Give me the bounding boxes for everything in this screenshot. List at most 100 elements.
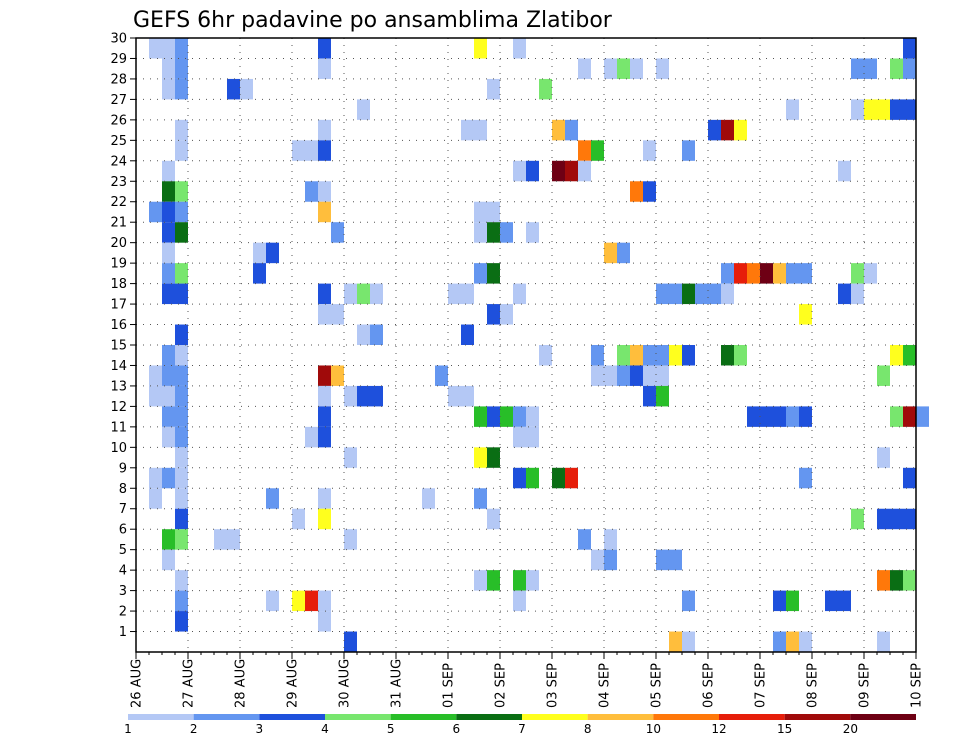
heatmap-cell <box>734 263 747 284</box>
heatmap-cell <box>591 345 604 366</box>
heatmap-cell <box>786 406 799 427</box>
heatmap-cell <box>552 467 565 489</box>
legend-label: 4 <box>321 722 329 736</box>
heatmap-cell <box>331 222 344 243</box>
heatmap-cell <box>799 304 812 325</box>
heatmap-cell <box>630 345 643 366</box>
x-tick-label: 03 SEP <box>546 663 561 708</box>
heatmap-cell <box>591 140 604 161</box>
heatmap-cell <box>318 283 331 305</box>
heatmap-cell <box>864 263 877 284</box>
heatmap-cell <box>175 38 188 59</box>
x-tick-label: 09 SEP <box>858 663 873 708</box>
y-tick-label: 15 <box>110 339 127 354</box>
legend-swatch <box>653 714 719 720</box>
heatmap-cells <box>149 38 929 652</box>
heatmap-cell <box>357 385 370 407</box>
heatmap-cell <box>344 385 357 407</box>
y-tick-label: 12 <box>110 400 127 415</box>
y-tick-label: 3 <box>119 584 127 599</box>
heatmap-cell <box>487 570 500 591</box>
heatmap-cell <box>565 160 578 182</box>
heatmap-cell <box>175 222 188 243</box>
heatmap-cell <box>175 488 188 509</box>
heatmap-cell <box>487 508 500 530</box>
x-tick-label: 29 AUG <box>286 659 301 708</box>
heatmap-cell <box>786 263 799 284</box>
heatmap-cell <box>825 590 838 612</box>
heatmap-cell <box>175 345 188 366</box>
heatmap-cell <box>526 570 539 591</box>
heatmap-cell <box>773 263 786 284</box>
legend-label: 10 <box>646 722 661 736</box>
heatmap-cell <box>474 38 487 59</box>
y-tick-label: 24 <box>110 154 127 169</box>
heatmap-cell <box>175 181 188 202</box>
heatmap-cell <box>799 631 812 652</box>
y-tick-label: 30 <box>110 32 127 47</box>
heatmap-cell <box>318 140 331 161</box>
heatmap-cell <box>734 119 747 141</box>
y-tick-label: 23 <box>110 175 127 190</box>
y-tick-label: 9 <box>119 461 127 476</box>
heatmap-cell <box>253 242 266 264</box>
heatmap-cell <box>266 488 279 509</box>
heatmap-cell <box>500 406 513 427</box>
y-tick-label: 10 <box>110 441 127 456</box>
heatmap-cell <box>318 385 331 407</box>
legend-swatch <box>587 714 654 720</box>
legend-label: 15 <box>777 722 792 736</box>
legend-label: 8 <box>584 722 592 736</box>
heatmap-cell <box>578 160 591 182</box>
heatmap-cell <box>149 201 162 223</box>
heatmap-cell <box>344 447 357 468</box>
heatmap-cell <box>318 38 331 59</box>
heatmap-cell <box>474 222 487 243</box>
heatmap-cell <box>604 365 617 386</box>
heatmap-cell <box>162 222 175 243</box>
heatmap-cell <box>890 508 903 530</box>
heatmap-cell <box>539 345 552 366</box>
heatmap-cell <box>526 406 539 427</box>
heatmap-cell <box>890 99 903 120</box>
heatmap-cell <box>370 385 383 407</box>
heatmap-cell <box>162 263 175 284</box>
heatmap-cell <box>175 385 188 407</box>
legend-swatch <box>522 714 588 720</box>
heatmap-cell <box>513 160 526 182</box>
heatmap-cell <box>292 140 305 161</box>
heatmap-cell <box>669 631 682 652</box>
heatmap-cell <box>318 590 331 612</box>
y-axis: 1234567891011121314151617181920212223242… <box>110 32 136 640</box>
y-tick-label: 20 <box>110 236 127 251</box>
heatmap-cell <box>656 549 669 571</box>
heatmap-cell <box>734 345 747 366</box>
heatmap-cell <box>565 119 578 141</box>
x-tick-label: 31 AUG <box>390 659 405 708</box>
heatmap-cell <box>617 365 630 386</box>
heatmap-cell <box>656 345 669 366</box>
heatmap-cell <box>838 283 851 305</box>
y-tick-label: 16 <box>110 318 127 333</box>
heatmap-cell <box>175 119 188 141</box>
heatmap-cell <box>721 283 734 305</box>
heatmap-cell <box>227 78 240 100</box>
heatmap-cell <box>630 58 643 79</box>
y-tick-label: 1 <box>119 625 127 640</box>
heatmap-cell <box>747 263 760 284</box>
heatmap-cell <box>175 58 188 79</box>
heatmap-cell <box>513 570 526 591</box>
heatmap-cell <box>357 99 370 120</box>
heatmap-cell <box>266 590 279 612</box>
heatmap-cell <box>721 119 734 141</box>
heatmap-cell <box>461 324 474 345</box>
heatmap-cell <box>851 58 864 79</box>
heatmap-cell <box>318 488 331 509</box>
legend-label: 1 <box>124 722 132 736</box>
x-tick-label: 26 AUG <box>130 659 145 708</box>
heatmap-cell <box>877 365 890 386</box>
heatmap-cell <box>500 304 513 325</box>
heatmap-cell <box>162 549 175 571</box>
heatmap-cell <box>331 304 344 325</box>
heatmap-cell <box>513 283 526 305</box>
